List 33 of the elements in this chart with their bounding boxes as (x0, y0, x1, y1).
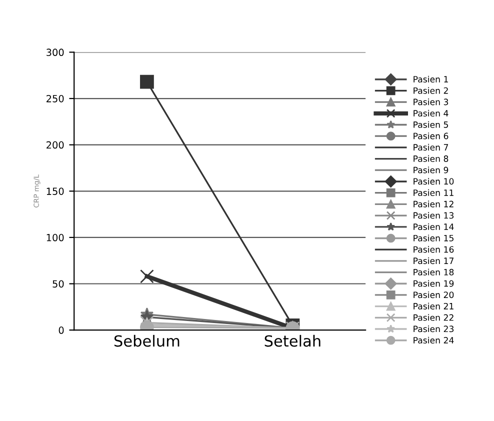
y-tick-label: 50 (52, 280, 64, 288)
legend-label: Pasien 16 (414, 246, 454, 253)
legend-label: Pasien 13 (414, 212, 454, 219)
legend-label: Pasien 4 (414, 110, 448, 117)
legend-label: Pasien 24 (414, 336, 454, 344)
legend-label: Pasien 23 (414, 325, 454, 332)
y-tick-label: 0 (58, 326, 64, 334)
y-tick-label: 100 (46, 234, 64, 242)
legend-label: Pasien 11 (414, 189, 454, 196)
y-tick-label: 150 (46, 188, 64, 195)
x-tick-label: Setelah (264, 334, 320, 347)
legend-label: Pasien 10 (414, 178, 454, 185)
legend-label: Pasien 18 (414, 268, 454, 276)
legend-label: Pasien 19 (414, 280, 454, 287)
legend-label: Pasien 20 (414, 291, 454, 298)
legend-label: Pasien 22 (414, 314, 454, 321)
legend-label: Pasien 3 (414, 98, 448, 106)
legend-label: Pasien 7 (414, 144, 448, 151)
legend-label: Pasien 17 (414, 257, 454, 264)
y-tick-label: 250 (46, 94, 64, 102)
legend-label: Pasien 8 (414, 155, 448, 162)
legend-label: Pasien 21 (414, 302, 454, 310)
y-tick-label: 300 (46, 48, 64, 56)
legend-label: Pasien 14 (414, 223, 454, 230)
legend-label: Pasien 12 (414, 200, 454, 208)
legend-label: Pasien 2 (414, 87, 448, 94)
legend-label: Pasien 9 (414, 166, 448, 174)
x-tick-label: Sebelum (114, 334, 180, 347)
legend-label: Pasien 5 (414, 121, 448, 128)
legend-label: Pasien 15 (414, 234, 454, 242)
y-tick-label: 200 (46, 141, 64, 149)
legend-label: Pasien 6 (414, 132, 448, 140)
legend-label: Pasien 1 (414, 76, 448, 82)
